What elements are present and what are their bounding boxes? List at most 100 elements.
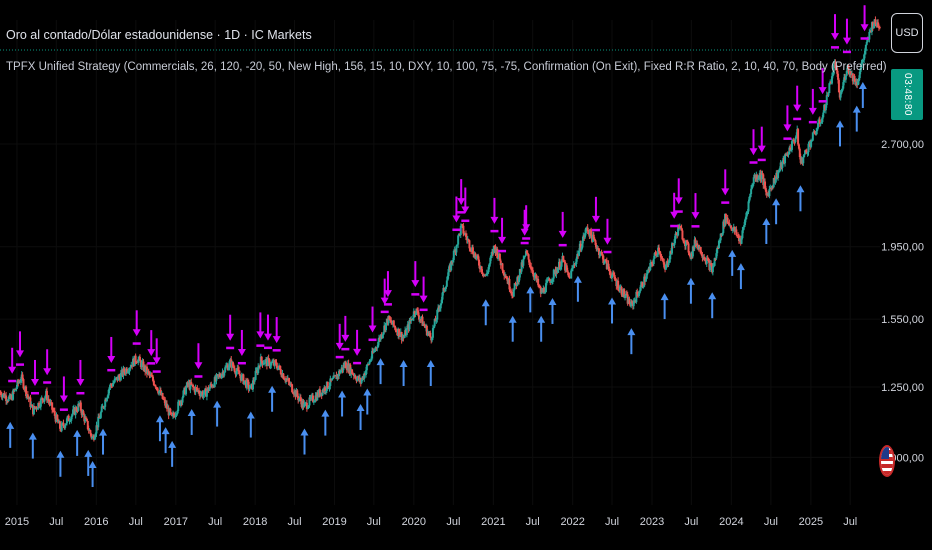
candle-body [764, 188, 767, 192]
indicator-legend[interactable]: TPFX Unified Strategy (Commercials, 26, … [6, 61, 886, 73]
sell-marker [8, 379, 17, 383]
candle-body [270, 362, 273, 366]
buy-arrow-head [363, 388, 372, 396]
candle-body [19, 379, 22, 382]
candle-body [584, 233, 587, 238]
candle-body [478, 259, 481, 266]
candle-body [251, 380, 254, 390]
sell-arrow-head [419, 295, 428, 303]
candle-body [457, 235, 460, 245]
candle-body [103, 406, 106, 408]
candle-body [559, 266, 562, 270]
candle-body [490, 255, 493, 258]
candle-body [721, 232, 724, 236]
candle-body [820, 122, 823, 124]
candle-body [737, 235, 740, 242]
candle-body [368, 361, 371, 365]
candle-body [544, 283, 547, 293]
candle-body [41, 397, 44, 401]
candle-body [745, 212, 748, 217]
candle-body [868, 31, 871, 40]
candle-body [620, 287, 623, 295]
sell-marker [30, 391, 39, 395]
candle-body [635, 291, 638, 303]
candle-body [326, 381, 329, 389]
candle-body [674, 233, 677, 240]
candle-body [617, 280, 620, 290]
candle-body [830, 76, 833, 84]
candle-body [602, 255, 605, 264]
chart-grid [0, 20, 880, 505]
candle-body [741, 230, 744, 239]
candle-body [512, 289, 515, 297]
candle-body [464, 233, 467, 237]
candle-body [303, 403, 306, 408]
price-axis[interactable]: 1.000,001.250,001.550,001.950,002.700,00 [881, 139, 924, 464]
candle-body [756, 175, 759, 180]
candle-body [77, 403, 80, 411]
candle-body [311, 395, 314, 402]
candle-body [110, 384, 113, 386]
candle-body [701, 255, 704, 258]
flag-icon[interactable] [879, 445, 895, 477]
candle-body [435, 319, 438, 322]
candle-body [630, 301, 633, 307]
candle-body [198, 390, 201, 394]
candle-body [613, 274, 616, 280]
symbol-title[interactable]: Oro al contado/Dólar estadounidense · 1D… [6, 28, 312, 42]
time-tick-label: Jul [446, 516, 460, 528]
candle-body [474, 253, 477, 258]
candle-body [639, 285, 642, 291]
candle-body [192, 387, 195, 389]
candle-body [871, 22, 874, 29]
candle-body [352, 374, 355, 377]
sell-arrow-head [59, 395, 68, 403]
sell-arrow-head [263, 333, 272, 341]
signal-arrows [6, 5, 869, 488]
candle-body [39, 398, 42, 407]
candle-body [747, 201, 750, 212]
buy-arrow-head [187, 408, 196, 416]
price-tick-label: 1.550,00 [881, 314, 924, 326]
time-tick-label: 2018 [243, 516, 267, 528]
candle-body [310, 396, 313, 399]
candle-body [774, 179, 777, 184]
sell-arrow-head [783, 124, 792, 132]
candle-body [707, 258, 710, 261]
candle-body [438, 308, 441, 310]
candle-body [432, 326, 435, 329]
candle-body [531, 270, 534, 275]
time-axis[interactable]: 2015 Jul 2016 Jul 2017 Jul 2018 Jul 2019 Jul 2020 J… [5, 516, 858, 528]
candle-body [703, 257, 706, 260]
time-tick-label: 2022 [560, 516, 584, 528]
candle-body [688, 252, 691, 256]
candle-body [455, 245, 458, 253]
candle-body [524, 255, 527, 257]
candle-body [189, 382, 192, 390]
candle-body [557, 268, 560, 273]
candle-body [562, 255, 565, 262]
candle-body [642, 286, 645, 288]
candle-body [726, 217, 729, 223]
sell-marker [842, 50, 851, 54]
candle-body [248, 388, 251, 390]
candle-body [112, 383, 115, 387]
candle-body [67, 415, 70, 422]
candle-body [97, 416, 100, 428]
candle-body [89, 430, 92, 434]
candle-body [641, 282, 644, 288]
candle-body [824, 105, 827, 111]
candle-body [203, 390, 206, 395]
candle-body [45, 390, 48, 401]
buy-arrow-head [99, 428, 108, 436]
time-tick-label: 2020 [402, 516, 426, 528]
candle-body [518, 269, 521, 278]
candle-body [388, 315, 391, 320]
candle-body [797, 144, 800, 149]
candle-body [58, 421, 61, 429]
candle-body [298, 398, 301, 401]
sell-arrow-head [132, 329, 141, 337]
candle-body [79, 402, 82, 411]
currency-button[interactable]: USD [891, 13, 923, 53]
